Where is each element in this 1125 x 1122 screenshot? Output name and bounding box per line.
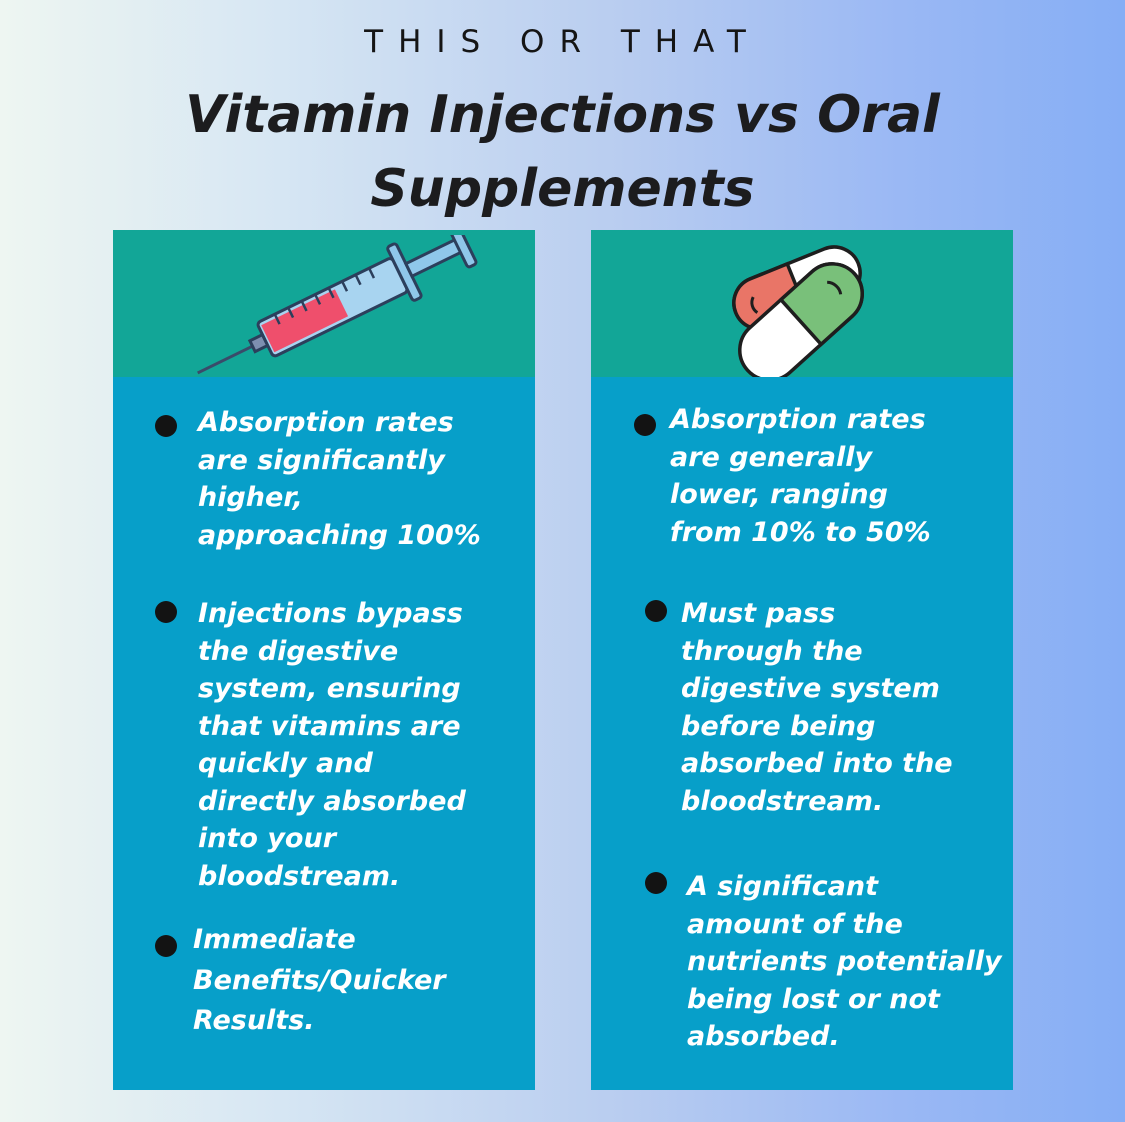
injections-bullet-2: Injections bypass the digestive system, …: [198, 598, 466, 892]
oral-supplements-card-header: [591, 230, 1013, 377]
bullet-dot: [155, 935, 177, 957]
bullet-dot: [645, 872, 667, 894]
pills-icon: [732, 245, 864, 377]
bullet-dot: [155, 415, 177, 437]
oral-bullet-3: A significant amount of the nutrients po…: [687, 871, 1002, 1052]
syringe-icon: [197, 235, 478, 375]
oral-supplements-card: Absorption rates are generally lower, ra…: [591, 230, 1013, 1090]
bullet-dot: [645, 600, 667, 622]
page-title: Vitamin Injections vs Oral Supplements: [185, 85, 940, 219]
eyebrow-heading: THIS OR THAT: [364, 24, 761, 60]
injections-card: Absorption rates are significantly highe…: [113, 230, 535, 1090]
oral-bullet-1: Absorption rates are generally lower, ra…: [670, 404, 931, 548]
bullet-dot: [634, 414, 656, 436]
bullet-dot: [155, 601, 177, 623]
injections-bullet-1: Absorption rates are significantly highe…: [198, 407, 481, 551]
oral-bullet-2: Must pass through the digestive system b…: [681, 598, 953, 817]
injections-bullet-3: Immediate Benefits/Quicker Results.: [193, 924, 446, 1036]
injections-card-header: [113, 230, 535, 377]
